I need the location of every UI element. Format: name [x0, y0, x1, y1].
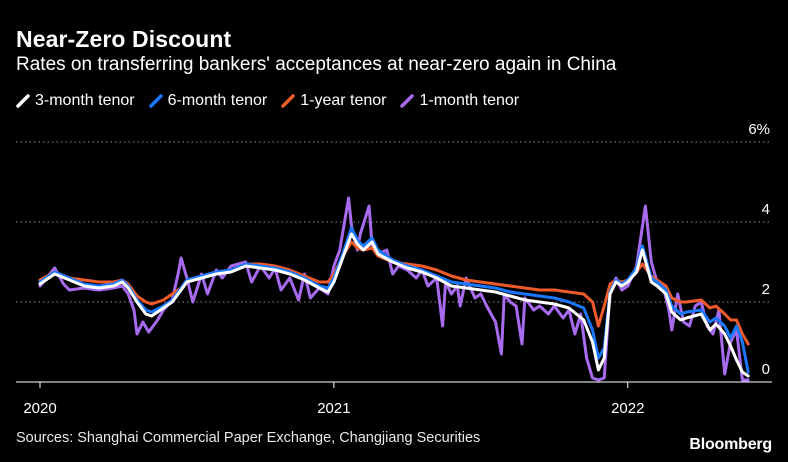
legend-swatch-icon [281, 94, 295, 108]
legend-label: 1-year tenor [300, 92, 387, 109]
chart-title: Near-Zero Discount [16, 26, 232, 52]
chart-subtitle: Rates on transferring bankers' acceptanc… [16, 54, 617, 75]
x-tick-label: 2020 [23, 400, 56, 417]
legend-label: 6-month tenor [167, 92, 268, 109]
y-tick-label: 0 [762, 361, 770, 378]
legend-swatch-icon [400, 94, 415, 108]
y-tick-label: 2 [762, 281, 770, 298]
x-tick-label: 2022 [611, 400, 644, 417]
legend-item: 6-month tenor [148, 92, 268, 110]
line-chart: 0 2 4 6% 2020 2021 2022 [16, 121, 772, 417]
y-tick-label: 6% [748, 121, 770, 138]
y-tick-label: 4 [762, 201, 770, 218]
series-line-1-year-tenor [38, 240, 750, 346]
legend-label: 3-month tenor [35, 92, 135, 109]
legend-swatch-icon [148, 94, 163, 108]
legend-item: 1-month tenor [400, 92, 519, 110]
legend-label: 1-month tenor [419, 92, 520, 109]
chart-legend: 3-month tenor 6-month tenor 1-year tenor 1-… [16, 92, 519, 110]
source-note: Sources: Shanghai Commercial Paper Excha… [16, 430, 481, 446]
series-line-1-month-tenor [38, 196, 750, 382]
series-line-6-month-tenor [38, 226, 750, 374]
legend-item: 1-year tenor [281, 92, 386, 110]
x-tick-label: 2021 [317, 400, 350, 417]
legend-swatch-icon [16, 94, 30, 108]
series-line-3-month-tenor [38, 232, 750, 378]
legend-item: 3-month tenor [16, 92, 135, 110]
bloomberg-logo: Bloomberg [689, 436, 772, 453]
